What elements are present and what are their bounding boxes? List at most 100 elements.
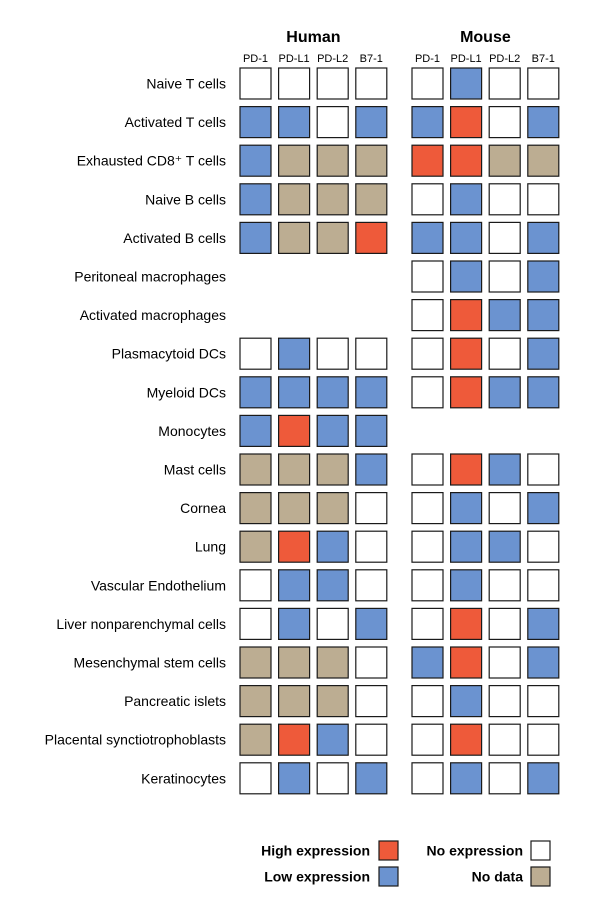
cell-mouse-peritoneal-macrophages-pd-l1: [450, 260, 483, 293]
cell-human-mast-cells-pd-l2: [316, 453, 349, 486]
cell-mouse-mesenchymal-stem-cells-pd-l1: [450, 646, 483, 679]
cell-human-keratinocytes-b7-1: [355, 762, 388, 795]
cell-human-activated-b-cells-b7-1: [355, 221, 388, 254]
row-label-liver-nonparenchymal-cells: Liver nonparenchymal cells: [56, 616, 226, 632]
legend-swatch-high: [378, 840, 399, 861]
panel-title-mouse: Mouse: [460, 29, 511, 46]
cell-human-activated-b-cells-pd-l1: [278, 221, 311, 254]
cell-mouse-activated-macrophages-pd-1: [411, 299, 444, 332]
cell-human-placental-synctiotrophoblasts-pd-l2: [316, 723, 349, 756]
cell-mouse-plasmacytoid-dcs-pd-l2: [488, 337, 521, 370]
cell-human-placental-synctiotrophoblasts-b7-1: [355, 723, 388, 756]
legend-label-nodata: No data: [472, 869, 524, 885]
cell-human-activated-b-cells-pd-l2: [316, 221, 349, 254]
cell-human-monocytes-b7-1: [355, 414, 388, 447]
cell-mouse-naive-b-cells-pd-1: [411, 183, 444, 216]
cell-mouse-plasmacytoid-dcs-b7-1: [527, 337, 560, 370]
row-label-lung: Lung: [195, 539, 226, 555]
column-label-human-pd-1: PD-1: [243, 53, 268, 65]
cell-human-lung-pd-1: [239, 530, 272, 563]
cell-human-pancreatic-islets-pd-l2: [316, 684, 349, 718]
cell-mouse-myeloid-dcs-b7-1: [527, 376, 560, 409]
cell-mouse-activated-b-cells-pd-1: [411, 221, 444, 254]
cell-human-myeloid-dcs-pd-l1: [278, 376, 311, 409]
cell-mouse-mesenchymal-stem-cells-b7-1: [527, 646, 560, 679]
cell-human-activated-b-cells-pd-1: [239, 221, 272, 254]
cell-human-mesenchymal-stem-cells-pd-l1: [278, 646, 311, 679]
cell-mouse-pancreatic-islets-pd-1: [411, 684, 444, 718]
cell-human-naive-t-cells-pd-1: [239, 67, 272, 100]
cell-mouse-peritoneal-macrophages-pd-1: [411, 260, 444, 293]
cell-human-pancreatic-islets-pd-l1: [278, 684, 311, 718]
cell-human-plasmacytoid-dcs-b7-1: [355, 337, 388, 370]
cell-mouse-activated-t-cells-b7-1: [527, 105, 560, 139]
cell-mouse-cornea-pd-l2: [488, 492, 521, 525]
row-label-pancreatic-islets: Pancreatic islets: [124, 693, 226, 709]
cell-human-keratinocytes-pd-1: [239, 762, 272, 795]
cell-mouse-activated-t-cells-pd-l2: [488, 105, 521, 139]
cell-mouse-liver-nonparenchymal-cells-pd-l2: [488, 607, 521, 641]
cell-human-pancreatic-islets-pd-1: [239, 684, 272, 718]
cell-mouse-exhausted-cd8-t-cells-pd-1: [411, 144, 444, 177]
row-label-activated-b-cells: Activated B cells: [123, 230, 226, 246]
cell-mouse-activated-b-cells-pd-l2: [488, 221, 521, 254]
row-label-monocytes: Monocytes: [158, 423, 226, 439]
cell-human-mesenchymal-stem-cells-b7-1: [355, 646, 388, 679]
cell-mouse-vascular-endothelium-pd-l1: [450, 569, 483, 602]
cell-human-naive-b-cells-pd-l2: [316, 183, 349, 216]
row-label-myeloid-dcs: Myeloid DCs: [147, 384, 226, 400]
cell-mouse-placental-synctiotrophoblasts-pd-l2: [488, 723, 521, 756]
cell-mouse-plasmacytoid-dcs-pd-l1: [450, 337, 483, 370]
cell-human-keratinocytes-pd-l2: [316, 762, 349, 795]
cell-mouse-keratinocytes-pd-1: [411, 762, 444, 795]
row-label-naive-b-cells: Naive B cells: [145, 191, 226, 207]
legend-swatch-nodata: [530, 866, 551, 887]
cell-human-monocytes-pd-l1: [278, 414, 311, 447]
cell-human-activated-t-cells-pd-l2: [316, 105, 349, 139]
cell-human-mesenchymal-stem-cells-pd-1: [239, 646, 272, 679]
cell-human-cornea-pd-l2: [316, 492, 349, 525]
cell-mouse-myeloid-dcs-pd-1: [411, 376, 444, 409]
cell-mouse-naive-b-cells-pd-l1: [450, 183, 483, 216]
cell-mouse-exhausted-cd8-t-cells-pd-l1: [450, 144, 483, 177]
cell-mouse-activated-b-cells-b7-1: [527, 221, 560, 254]
cell-mouse-activated-macrophages-pd-l2: [488, 299, 521, 332]
cell-human-cornea-pd-l1: [278, 492, 311, 525]
cell-human-monocytes-pd-l2: [316, 414, 349, 447]
cell-mouse-peritoneal-macrophages-pd-l2: [488, 260, 521, 293]
cell-human-liver-nonparenchymal-cells-pd-l1: [278, 607, 311, 641]
legend-label-low: Low expression: [264, 869, 370, 885]
cell-human-mast-cells-pd-l1: [278, 453, 311, 486]
cell-human-placental-synctiotrophoblasts-pd-l1: [278, 723, 311, 756]
cell-mouse-mast-cells-b7-1: [527, 453, 560, 486]
cell-mouse-liver-nonparenchymal-cells-b7-1: [527, 607, 560, 641]
cell-mouse-mesenchymal-stem-cells-pd-1: [411, 646, 444, 679]
cell-mouse-naive-t-cells-pd-l1: [450, 67, 483, 100]
cell-mouse-keratinocytes-b7-1: [527, 762, 560, 795]
cell-mouse-naive-t-cells-b7-1: [527, 67, 560, 100]
cell-mouse-naive-b-cells-pd-l2: [488, 183, 521, 216]
cell-mouse-vascular-endothelium-b7-1: [527, 569, 560, 602]
cell-human-mast-cells-pd-1: [239, 453, 272, 486]
cell-mouse-lung-pd-1: [411, 530, 444, 563]
cell-human-plasmacytoid-dcs-pd-l1: [278, 337, 311, 370]
cell-human-mast-cells-b7-1: [355, 453, 388, 486]
cell-human-myeloid-dcs-pd-l2: [316, 376, 349, 409]
cell-human-activated-t-cells-pd-1: [239, 105, 272, 139]
cell-mouse-naive-b-cells-b7-1: [527, 183, 560, 216]
cell-human-liver-nonparenchymal-cells-b7-1: [355, 607, 388, 641]
cell-human-cornea-pd-1: [239, 492, 272, 525]
cell-human-naive-t-cells-b7-1: [355, 67, 388, 100]
cell-human-cornea-b7-1: [355, 492, 388, 525]
column-label-human-pd-l2: PD-L2: [317, 53, 348, 65]
cell-human-plasmacytoid-dcs-pd-l2: [316, 337, 349, 370]
cell-human-exhausted-cd8-t-cells-b7-1: [355, 144, 388, 177]
row-label-mast-cells: Mast cells: [164, 462, 226, 478]
cell-human-vascular-endothelium-pd-l2: [316, 569, 349, 602]
cell-human-lung-pd-l1: [278, 530, 311, 563]
cell-mouse-lung-b7-1: [527, 530, 560, 563]
cell-human-plasmacytoid-dcs-pd-1: [239, 337, 272, 370]
column-label-mouse-pd-l1: PD-L1: [451, 53, 482, 65]
cell-mouse-pancreatic-islets-pd-l2: [488, 684, 521, 718]
